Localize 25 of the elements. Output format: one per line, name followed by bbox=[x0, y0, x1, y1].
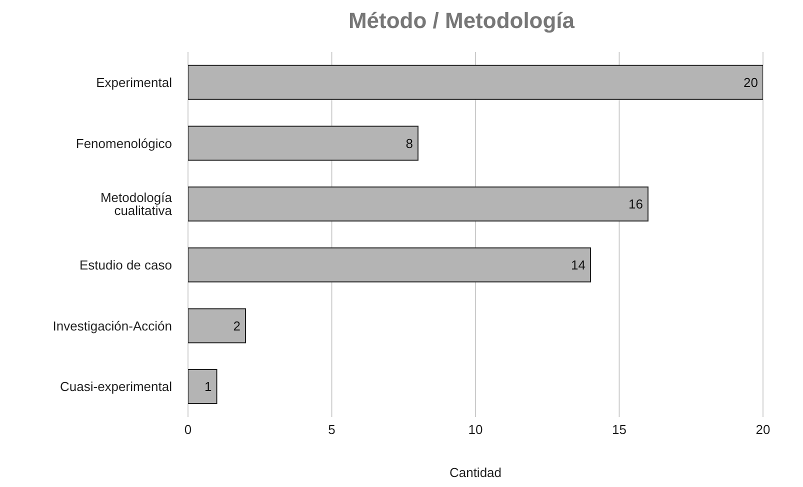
data-label: 8 bbox=[406, 136, 413, 151]
data-label: 1 bbox=[204, 379, 212, 394]
y-tick-label: Metodología cualitativa bbox=[100, 190, 173, 218]
y-tick-label: Fenomenológico bbox=[76, 136, 172, 151]
bar bbox=[188, 369, 218, 404]
data-label: 20 bbox=[744, 75, 758, 90]
x-axis-title: Cantidad bbox=[449, 465, 502, 480]
y-tick-label: Experimental bbox=[96, 75, 172, 90]
x-tick-label: 5 bbox=[328, 422, 336, 438]
y-tick-label: Cuasi-experimental bbox=[60, 379, 172, 394]
x-tick-label: 10 bbox=[468, 422, 483, 438]
bar bbox=[188, 64, 763, 100]
y-tick-label: Estudio de caso bbox=[79, 258, 172, 273]
x-tick-label: 0 bbox=[184, 422, 192, 438]
data-label: 16 bbox=[628, 196, 643, 212]
x-tick-label: 20 bbox=[756, 422, 770, 438]
data-label: 2 bbox=[233, 318, 240, 334]
bar bbox=[188, 308, 246, 344]
chart-title: Método / Metodología bbox=[347, 8, 576, 34]
bar bbox=[188, 247, 591, 282]
data-label: 14 bbox=[571, 258, 586, 272]
bar bbox=[188, 126, 418, 161]
bar bbox=[188, 186, 648, 222]
y-tick-label: Investigación-Acción bbox=[52, 318, 172, 334]
x-tick-label: 15 bbox=[612, 422, 626, 438]
